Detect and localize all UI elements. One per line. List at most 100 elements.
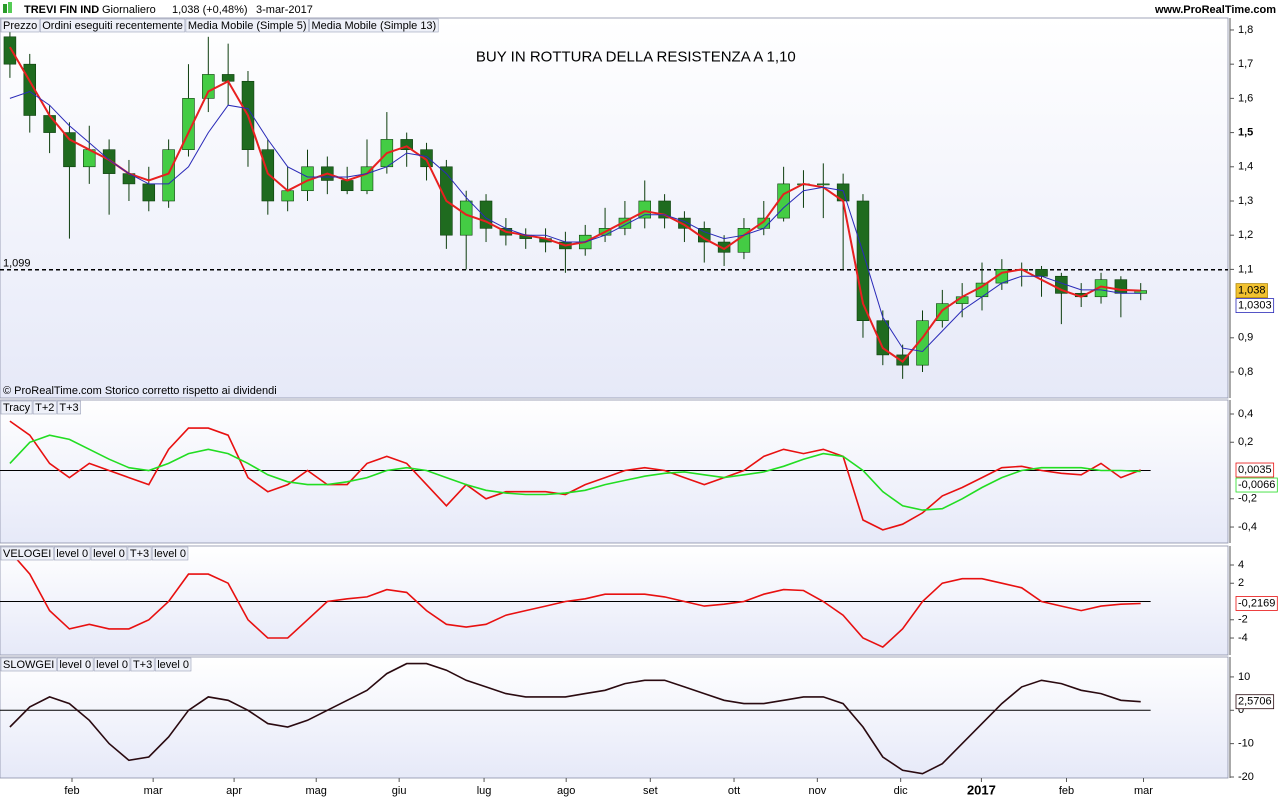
symbol-icon [8, 2, 12, 13]
candle-body [142, 183, 156, 202]
y-tick-label: 0,8 [1238, 366, 1253, 378]
annotation: BUY IN ROTTURA DELLA RESISTENZA A 1,10 [476, 48, 796, 65]
legend-entry: Tracy [3, 402, 31, 414]
legend-entry: level 0 [157, 659, 189, 671]
y-tick-label: 0 [1238, 704, 1244, 716]
last-value-box [1235, 596, 1278, 611]
candle-body [43, 115, 56, 133]
legend-box [57, 657, 94, 672]
y-tick-label: 4 [1238, 559, 1244, 571]
x-tick-label: lug [477, 785, 492, 797]
y-tick-label: 0,2 [1238, 436, 1253, 448]
candle-body [1035, 269, 1048, 277]
y-tick-label: -2 [1238, 614, 1248, 626]
y-tick-label: 2 [1238, 577, 1244, 589]
x-tick-label: feb [64, 785, 79, 797]
legend-box [0, 657, 57, 672]
legend-box [53, 546, 91, 561]
legend-box [93, 657, 131, 672]
legend-box [39, 18, 186, 33]
legend-entry: Media Mobile (Simple 13) [312, 20, 437, 32]
legend-entry: Prezzo [3, 20, 37, 32]
candle-body [1114, 279, 1128, 294]
legend-entry: Ordini eseguiti recentemente [42, 20, 183, 32]
y-tick-label: -0,4 [1238, 521, 1257, 533]
legend-box [151, 546, 189, 561]
panel-background [0, 399, 1229, 544]
legend-entry: level 0 [96, 659, 128, 671]
x-tick-label: mag [306, 785, 327, 797]
legend-box [130, 657, 155, 672]
x-tick-label: dic [894, 785, 909, 797]
legend-entry: level 0 [56, 548, 88, 560]
y-tick-label: 1,5 [1238, 126, 1253, 138]
y-tick-label: 10 [1238, 671, 1250, 683]
x-tick-label: ago [557, 785, 575, 797]
legend-entry: level 0 [154, 548, 186, 560]
candle-body [916, 320, 929, 366]
last-value-label: 0,0035 [1238, 464, 1272, 476]
legend-box [90, 546, 128, 561]
last-value-label: -0,2169 [1238, 597, 1275, 609]
x-tick-label: mar [144, 785, 163, 797]
legend-entry: T+3 [59, 402, 78, 414]
y-tick-label: -0,2 [1238, 493, 1257, 505]
series-line [9, 90, 1141, 353]
last-value-box [1235, 298, 1275, 314]
last-value-label: 1,0303 [1238, 300, 1272, 312]
last-value-box [1235, 694, 1275, 710]
series-line [9, 434, 1141, 511]
legend-box [127, 546, 152, 561]
period: Giornaliero [102, 4, 156, 16]
candle-body [182, 98, 195, 150]
legend-entry: level 0 [93, 548, 125, 560]
y-tick-label: 0,9 [1238, 332, 1253, 344]
legend-entry: VELOGEI [3, 548, 51, 560]
x-tick-label: set [643, 785, 658, 797]
x-tick-label: 2017 [967, 782, 996, 797]
x-tick-label: ott [728, 785, 740, 797]
site: www.ProRealTime.com [1154, 4, 1276, 16]
last-value-box [1235, 283, 1268, 299]
x-tick-label: giu [392, 785, 407, 797]
y-tick-label: -4 [1238, 632, 1248, 644]
y-tick-label: 0,4 [1238, 408, 1253, 420]
panel-background [0, 656, 1229, 779]
candle-body [3, 36, 17, 65]
y-tick-label: 1,7 [1238, 58, 1253, 70]
candle-body [817, 183, 830, 186]
candle-body [618, 217, 632, 229]
series-line [9, 420, 1141, 531]
candle-body [400, 139, 413, 150]
last-value-box [1235, 477, 1278, 493]
symbol: TREVI FIN IND [24, 4, 99, 16]
date: 3-mar-2017 [256, 4, 313, 16]
legend-box [32, 400, 57, 415]
y-tick-label: 1,8 [1238, 24, 1253, 36]
candle-body [202, 74, 215, 99]
resistance-label: 1,099 [3, 258, 31, 270]
candle-body [102, 149, 116, 174]
legend-box [154, 657, 192, 672]
legend-box [0, 18, 40, 33]
series-line [9, 662, 1141, 775]
candle-body [658, 200, 671, 219]
y-tick-label: 1,4 [1238, 161, 1253, 173]
candle-body [360, 166, 374, 192]
candle-body [340, 180, 354, 192]
quote: 1,038 (+0,48%) [172, 4, 248, 16]
candle-body [896, 354, 909, 366]
legend-box [0, 546, 54, 561]
candle-body [936, 303, 949, 322]
legend-box [0, 400, 33, 415]
y-tick-label: -10 [1238, 738, 1254, 750]
symbol-icon [3, 4, 7, 13]
footnote: © ProRealTime.com Storico corretto rispe… [3, 385, 277, 397]
x-tick-label: nov [808, 785, 826, 797]
y-tick-label: 1,1 [1238, 263, 1253, 275]
legend-entry: SLOWGEI [3, 659, 54, 671]
candle-body [717, 241, 731, 253]
candle-body [856, 200, 870, 322]
legend-entry: T+3 [133, 659, 152, 671]
